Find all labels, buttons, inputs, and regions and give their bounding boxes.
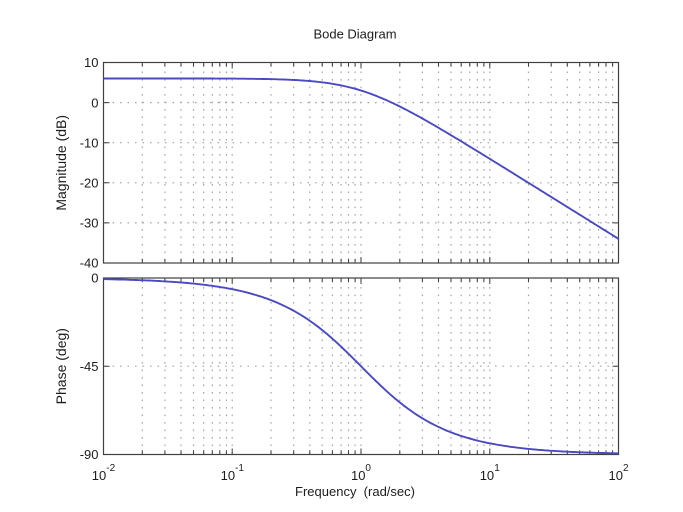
svg-text:-1: -1 <box>235 463 244 474</box>
svg-text:2: 2 <box>623 463 629 474</box>
svg-text:1: 1 <box>494 463 500 474</box>
svg-text:-10: -10 <box>80 135 99 150</box>
svg-text:0: 0 <box>91 95 98 110</box>
svg-text:Bode Diagram: Bode Diagram <box>313 26 396 41</box>
svg-text:-30: -30 <box>80 216 99 231</box>
svg-text:10: 10 <box>480 468 494 483</box>
svg-text:Frequency (rad/sec): Frequency (rad/sec) <box>295 484 415 499</box>
svg-text:-2: -2 <box>106 463 115 474</box>
svg-text:-40: -40 <box>80 256 99 271</box>
svg-text:Magnitude (dB): Magnitude (dB) <box>53 115 69 211</box>
svg-text:0: 0 <box>365 463 371 474</box>
svg-text:0: 0 <box>91 271 98 286</box>
svg-text:-20: -20 <box>80 176 99 191</box>
svg-text:10: 10 <box>609 468 623 483</box>
svg-text:10: 10 <box>92 468 106 483</box>
svg-text:10: 10 <box>84 55 98 70</box>
svg-text:-45: -45 <box>80 359 99 374</box>
svg-text:10: 10 <box>351 468 365 483</box>
svg-text:Phase (deg): Phase (deg) <box>53 328 69 404</box>
svg-text:-90: -90 <box>80 447 99 462</box>
svg-text:10: 10 <box>221 468 235 483</box>
